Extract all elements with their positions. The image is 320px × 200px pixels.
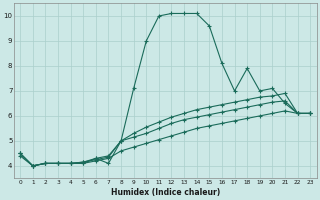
X-axis label: Humidex (Indice chaleur): Humidex (Indice chaleur) [111,188,220,197]
